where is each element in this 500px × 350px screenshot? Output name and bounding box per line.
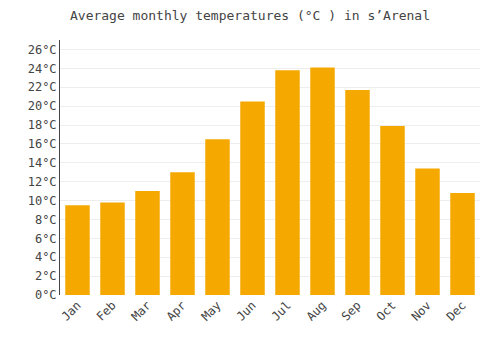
svg-text:Nov: Nov [409,298,434,323]
svg-text:4°C: 4°C [35,250,57,264]
svg-text:Mar: Mar [129,298,154,323]
svg-text:0°C: 0°C [35,288,57,302]
svg-text:12°C: 12°C [28,175,57,189]
svg-text:10°C: 10°C [28,194,57,208]
svg-text:Feb: Feb [94,298,119,323]
svg-text:6°C: 6°C [35,232,57,246]
svg-text:Jul: Jul [269,298,294,323]
svg-text:22°C: 22°C [28,80,57,94]
svg-text:20°C: 20°C [28,99,57,113]
svg-text:18°C: 18°C [28,118,57,132]
svg-text:Sep: Sep [339,298,364,323]
svg-text:Aug: Aug [304,298,329,323]
svg-text:8°C: 8°C [35,213,57,227]
svg-text:Jan: Jan [59,298,84,323]
svg-text:May: May [199,298,224,323]
svg-text:2°C: 2°C [35,269,57,283]
svg-text:Dec: Dec [444,298,469,323]
svg-text:24°C: 24°C [28,62,57,76]
svg-text:Oct: Oct [374,298,399,323]
svg-text:Apr: Apr [164,298,189,323]
svg-text:14°C: 14°C [28,156,57,170]
svg-text:16°C: 16°C [28,137,57,151]
svg-text:Average monthly temperatures (: Average monthly temperatures (°C ) in s’… [70,8,430,23]
svg-text:26°C: 26°C [28,43,57,57]
svg-text:Jun: Jun [234,298,259,323]
